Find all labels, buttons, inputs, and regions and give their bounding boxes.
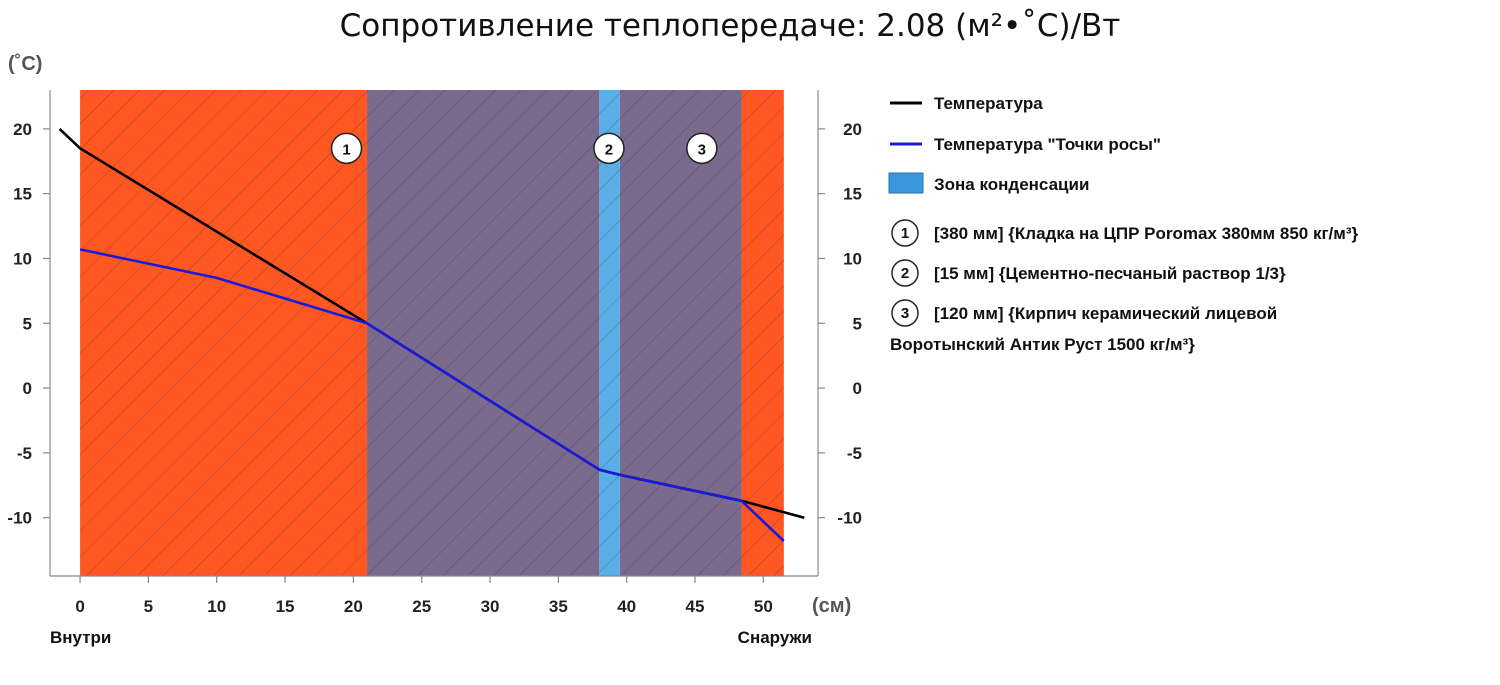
legend-dew-point-label: Температура "Точки росы" — [934, 135, 1161, 154]
y-tick-label-left: 0 — [23, 379, 32, 398]
x-tick-label: 0 — [75, 597, 84, 616]
layer-marker-1: 1 — [330, 132, 363, 165]
outside-label: Снаружи — [738, 628, 812, 647]
layer-marker-3: 3 — [686, 132, 718, 165]
legend-layer-1-text: [380 мм] {Кладка на ЦПР Poromax 380мм 85… — [934, 224, 1358, 243]
legend-layer-2-text: [15 мм] {Цементно-песчаный раствор 1/3} — [934, 264, 1286, 283]
layer-marker-circle — [593, 132, 625, 165]
layer-marker-label: 1 — [342, 141, 350, 158]
y-tick-label-right: 5 — [853, 314, 862, 333]
chart-title: Сопротивление теплопередаче: 2.08 (м²•˚С… — [339, 8, 1121, 44]
x-tick-label: 20 — [344, 597, 363, 616]
y-tick-label-right: 20 — [843, 120, 862, 139]
layer-hatch-4 — [619, 90, 742, 576]
y-tick-label-right: 0 — [853, 379, 862, 398]
legend-layer-1-num: 1 — [901, 225, 909, 242]
layer-marker-label: 3 — [698, 141, 706, 158]
inside-label: Внутри — [50, 628, 111, 647]
x-tick-label: 50 — [754, 597, 773, 616]
legend-condensation-swatch — [888, 172, 924, 194]
y-unit-label: (˚С) — [8, 52, 42, 75]
layer-marker-circle — [330, 132, 363, 165]
legend-layer-1-circle — [891, 219, 919, 247]
x-tick-label: 45 — [686, 597, 705, 616]
legend-layer-2-num: 2 — [901, 265, 909, 282]
legend-layer-3-num: 3 — [901, 305, 909, 322]
legend-temperature-label: Температура — [934, 94, 1043, 113]
y-tick-label-left: -10 — [7, 509, 32, 528]
layer-hatch-5 — [741, 90, 784, 576]
y-tick-label-left: 5 — [23, 314, 32, 333]
layer-marker-2: 2 — [593, 132, 625, 165]
layer-marker-label: 2 — [605, 141, 613, 158]
x-unit-label: (см) — [812, 595, 851, 617]
layer-markers: 1 2 3 — [330, 132, 718, 165]
legend-layer-item-1: 1 [380 мм] {Кладка на ЦПР Poromax 380мм … — [891, 219, 1358, 247]
legend-layer-2-circle — [891, 259, 919, 287]
x-tick-label: 25 — [412, 597, 431, 616]
y-tick-label-right: -5 — [847, 444, 862, 463]
legend-layer-3-continuation: Воротынский Антик Руст 1500 кг/м³} — [890, 335, 1195, 354]
x-tick-label: 35 — [549, 597, 568, 616]
y-tick-label-left: 10 — [13, 249, 32, 268]
dew-point-line — [79, 248, 785, 542]
legend-condensation-label: Зона конденсации — [934, 175, 1089, 194]
y-tick-label-right: 15 — [843, 185, 862, 204]
x-tick-label: 30 — [481, 597, 500, 616]
legend-layer-3-circle — [891, 299, 919, 327]
x-tick-label: 10 — [207, 597, 226, 616]
y-tick-label-right: 10 — [843, 249, 862, 268]
layer-marker-circle — [686, 132, 718, 165]
layer-hatch-1 — [80, 90, 368, 576]
legend: Температура Температура "Точки росы" Зон… — [888, 94, 1358, 354]
x-tick-label: 40 — [617, 597, 636, 616]
y-tick-label-left: 15 — [13, 185, 32, 204]
wall-layers — [80, 90, 784, 576]
x-tick-label: 5 — [144, 597, 153, 616]
legend-layer-3-text: [120 мм] {Кирпич керамический лицевой — [934, 304, 1277, 323]
y-tick-label-left: -5 — [17, 444, 32, 463]
layer-hatch-2 — [367, 90, 600, 576]
series — [58, 127, 805, 542]
legend-layer-item-3: 3 [120 мм] {Кирпич керамический лицевой … — [890, 299, 1277, 354]
layer-hatch-3 — [599, 90, 620, 576]
y-tick-label-right: -10 — [837, 509, 862, 528]
y-tick-label-left: 20 — [13, 120, 32, 139]
x-tick-label: 15 — [276, 597, 295, 616]
legend-layer-item-2: 2 [15 мм] {Цементно-песчаный раствор 1/3… — [891, 259, 1286, 287]
